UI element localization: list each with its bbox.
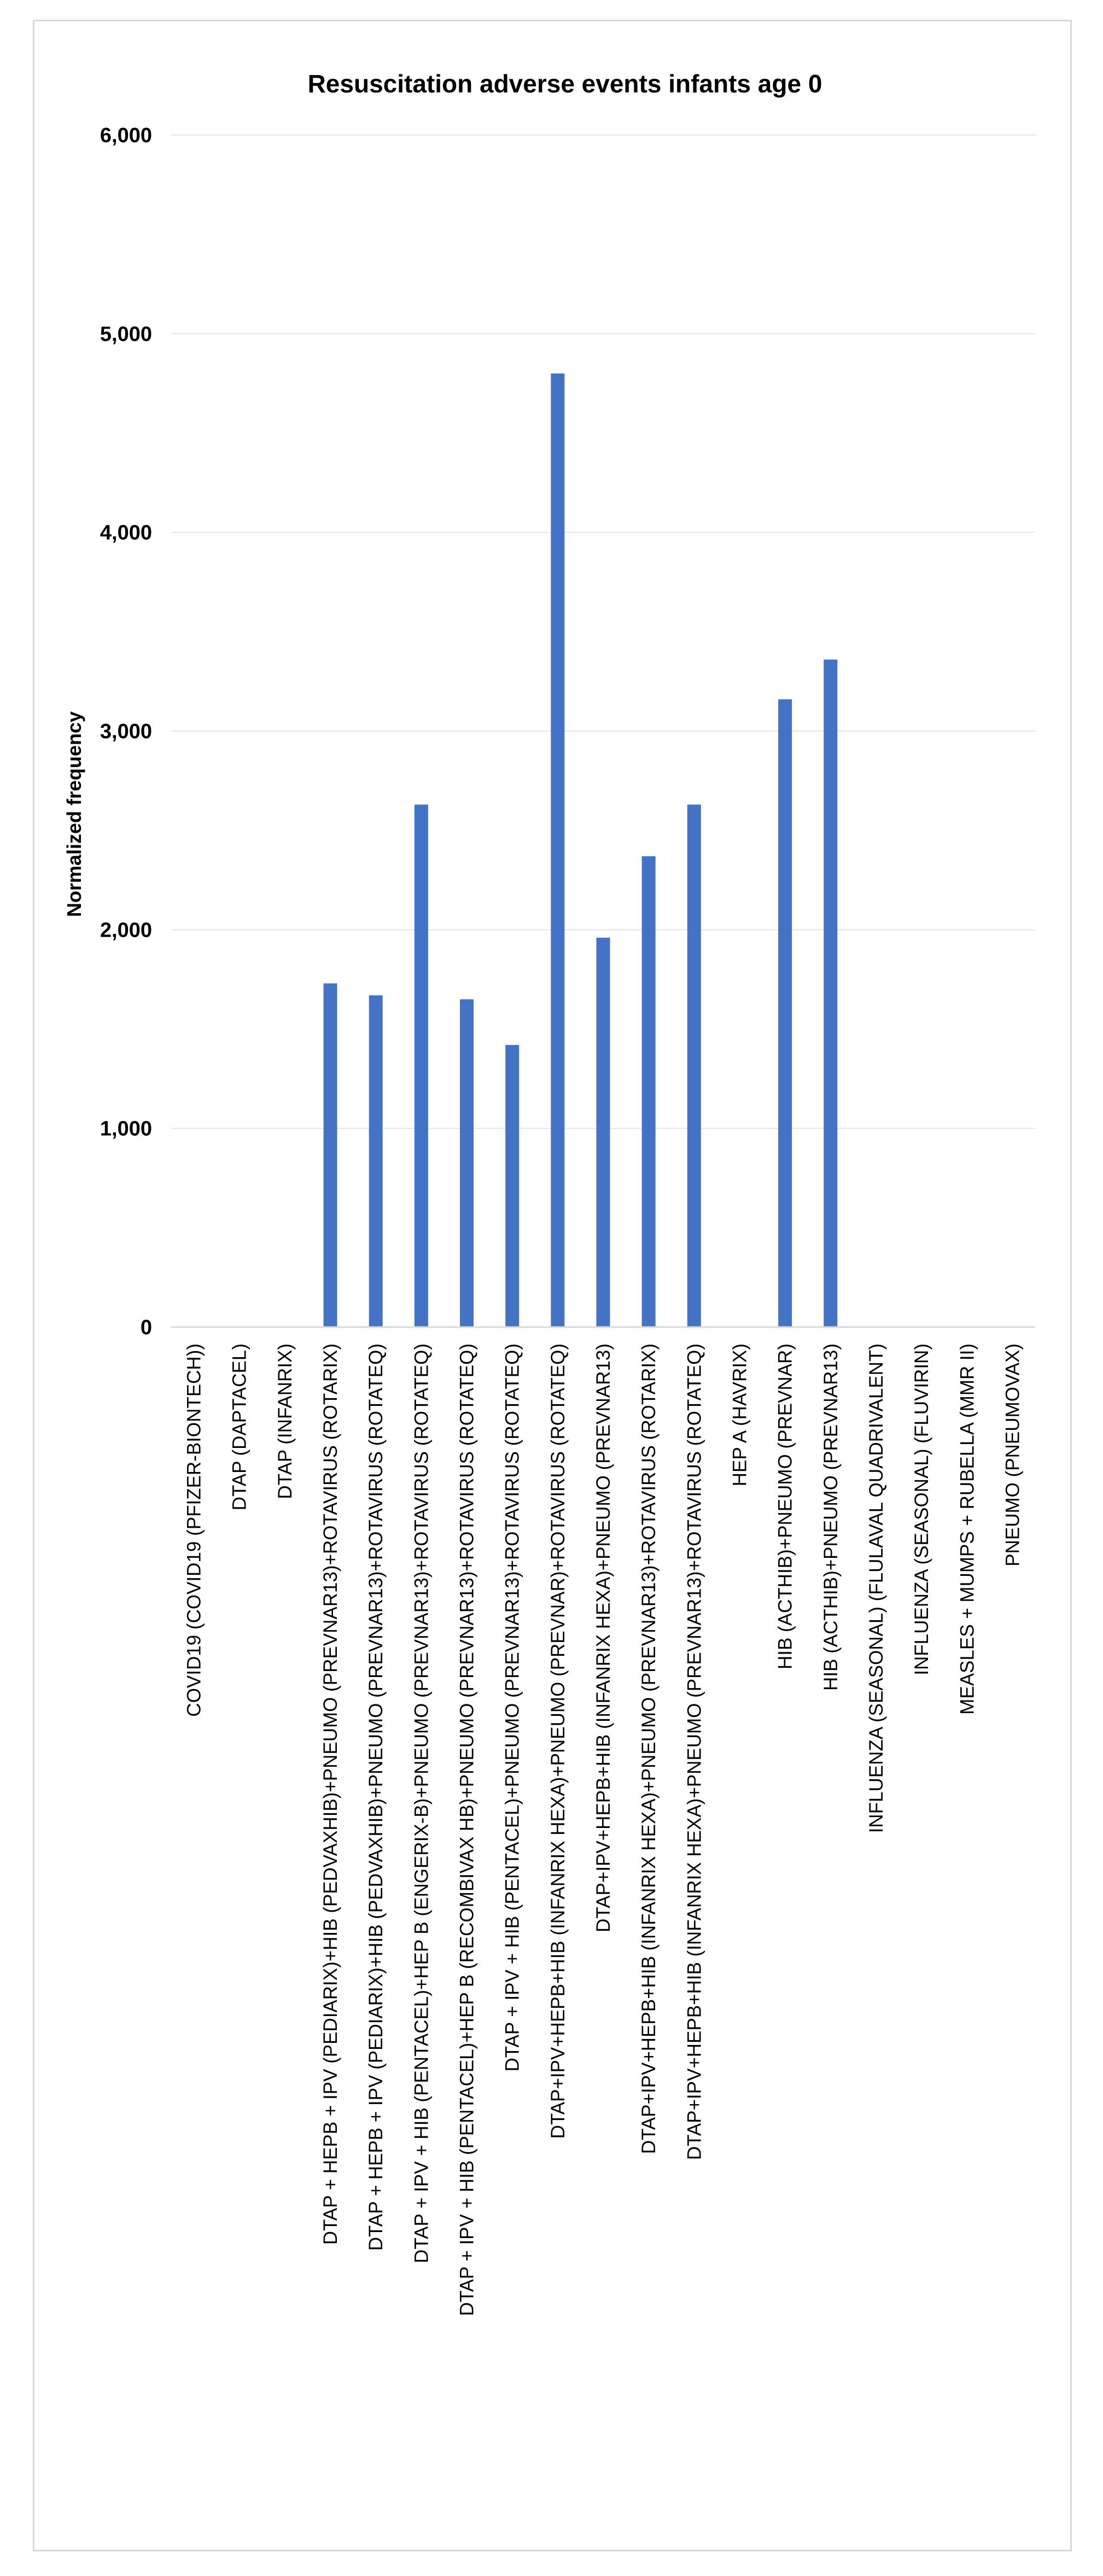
x-tick-label: INFLUENZA (SEASONAL) (FLUVIRIN) bbox=[911, 1344, 932, 1675]
x-tick-label: HIB (ACTHIB)+PNEUMO (PREVNAR13) bbox=[820, 1344, 842, 1691]
x-tick-label: PNEUMO (PNEUMOVAX) bbox=[1002, 1344, 1023, 1567]
bar-10 bbox=[641, 856, 656, 1327]
x-tick-label: DTAP (INFANRIX) bbox=[275, 1344, 296, 1499]
x-tick-label: INFLUENZA (SEASONAL) (FLULAVAL QUADRIVAL… bbox=[866, 1344, 887, 1833]
y-tick-label: 5,000 bbox=[100, 323, 152, 346]
gridlines bbox=[171, 135, 1035, 1129]
x-tick-label: DTAP + HEPB + IPV (PEDIARIX)+HIB (PEDVAX… bbox=[320, 1344, 341, 2245]
y-tick-label: 1,000 bbox=[100, 1118, 152, 1141]
x-tick-label: DTAP + IPV + HIB (PENTACEL)+PNEUMO (PREV… bbox=[502, 1344, 523, 2072]
x-tick-label: MEASLES + MUMPS + RUBELLA (MMR II) bbox=[956, 1344, 978, 1715]
x-tick-label: HEP A (HAVRIX) bbox=[729, 1344, 750, 1486]
bar-14 bbox=[824, 659, 838, 1327]
chart-title: Resuscitation adverse events infants age… bbox=[308, 69, 822, 98]
bar-8 bbox=[551, 373, 565, 1327]
bar-5 bbox=[414, 804, 428, 1327]
y-tick-label: 4,000 bbox=[100, 522, 152, 545]
bar-6 bbox=[460, 999, 474, 1327]
y-tick-label: 6,000 bbox=[100, 124, 152, 147]
chart-area: Resuscitation adverse events infants age… bbox=[33, 20, 1072, 2551]
x-tick-label: DTAP (DAPTACEL) bbox=[229, 1344, 250, 1510]
bar-3 bbox=[323, 983, 337, 1327]
y-axis-tick-labels: 0 1,000 2,000 3,000 4,000 5,000 6,000 bbox=[100, 124, 152, 1339]
y-axis-label: Normalized frequency bbox=[63, 711, 85, 917]
bars bbox=[323, 373, 838, 1327]
bar-13 bbox=[778, 699, 792, 1327]
x-axis-category-labels: COVID19 (COVID19 (PFIZER-BIONTECH)) DTAP … bbox=[184, 1344, 1024, 2316]
y-tick-label: 0 bbox=[141, 1316, 152, 1339]
x-tick-label: COVID19 (COVID19 (PFIZER-BIONTECH)) bbox=[184, 1344, 205, 1717]
y-tick-label: 2,000 bbox=[100, 919, 152, 942]
bar-11 bbox=[687, 804, 701, 1327]
x-tick-label: DTAP+IPV+HEPB+HIB (INFANRIX HEXA)+PNEUMO… bbox=[638, 1344, 660, 2154]
x-tick-label: DTAP+IPV+HEPB+HIB (INFANRIX HEXA)+PNEUMO… bbox=[593, 1344, 614, 1932]
x-tick-label: DTAP + HEPB + IPV (PEDIARIX)+HIB (PEDVAX… bbox=[365, 1344, 387, 2251]
x-tick-label: HIB (ACTHIB)+PNEUMO (PREVNAR) bbox=[775, 1344, 796, 1669]
bar-chart: Resuscitation adverse events infants age… bbox=[63, 69, 1035, 2316]
x-tick-label: DTAP + IPV + HIB (PENTACEL)+HEP B (ENGER… bbox=[411, 1344, 432, 2263]
y-tick-label: 3,000 bbox=[100, 720, 152, 743]
x-tick-label: DTAP+IPV+HEPB+HIB (INFANRIX HEXA)+PNEUMO… bbox=[684, 1344, 705, 2160]
bar-9 bbox=[596, 937, 610, 1327]
bar-4 bbox=[369, 995, 383, 1327]
x-tick-label: DTAP + IPV + HIB (PENTACEL)+HEP B (RECOM… bbox=[457, 1344, 478, 2316]
x-tick-label: DTAP+IPV+HEPB+HIB (INFANRIX HEXA)+PNEUMO… bbox=[547, 1344, 569, 2139]
bar-7 bbox=[505, 1045, 520, 1327]
